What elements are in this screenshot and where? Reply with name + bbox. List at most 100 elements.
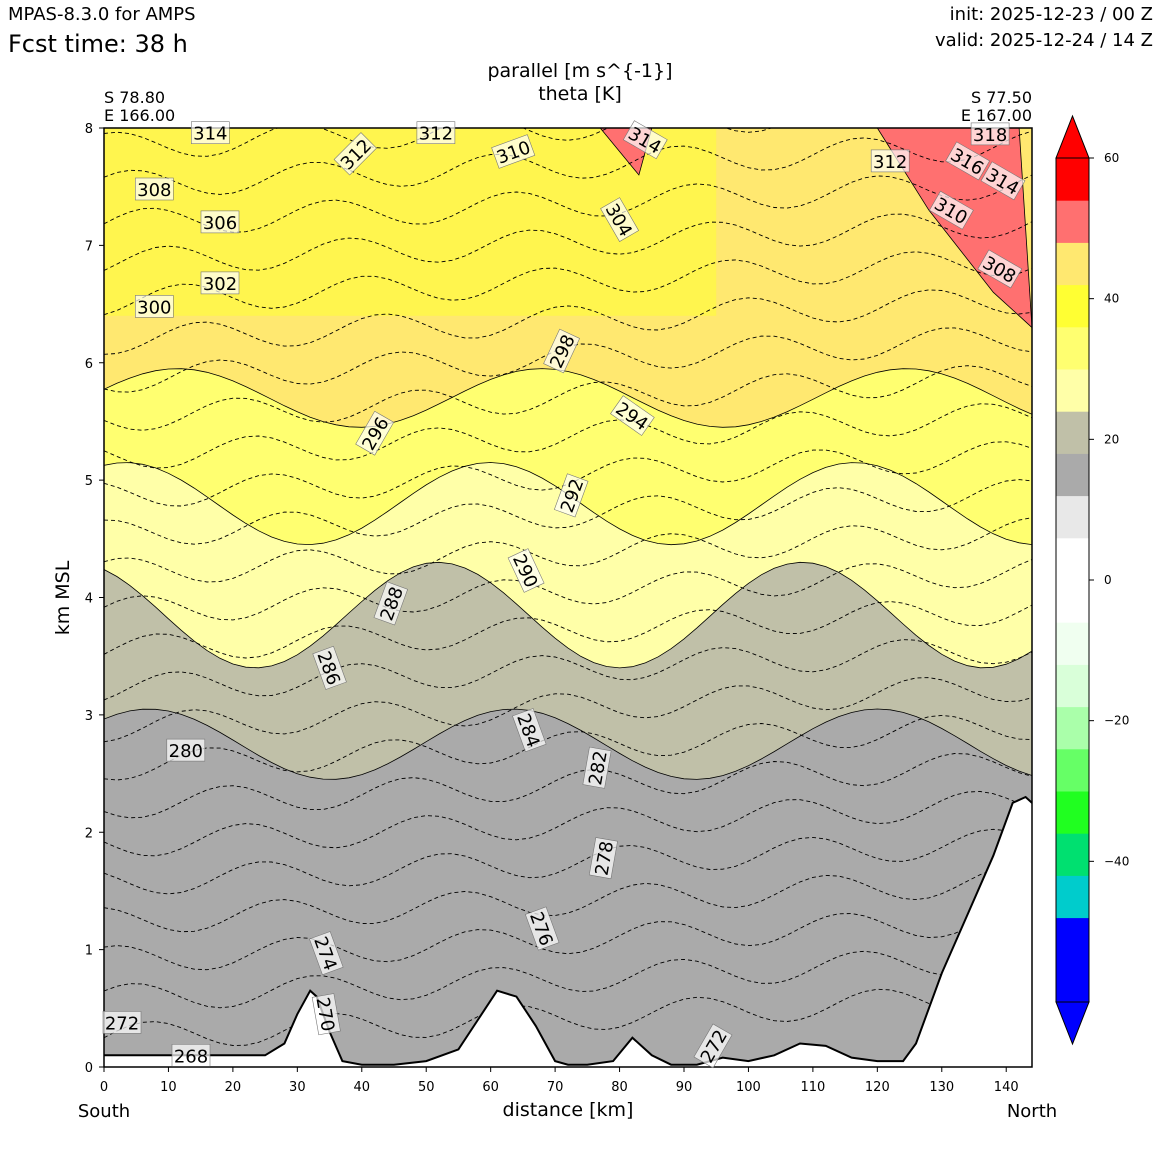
theta-label-text: 312 [873,152,907,173]
colorbar-under-arrow [1055,1001,1090,1046]
theta-label-box [588,837,618,880]
terrain-line [104,795,1032,1066]
theta-label-box [600,197,640,242]
theta-isoline-11 [104,559,1032,621]
theta-label-box [312,645,347,690]
theta-label-300: 300 [135,295,174,318]
colorbar-bin [1056,959,1089,1003]
colorbar-bin [1056,495,1089,539]
colorbar-tick-label: 20 [1104,432,1119,446]
colorbar-tick-label: −20 [1104,714,1129,728]
theta-label-box [355,410,395,456]
theta-label-box [610,395,655,436]
theta-label-text: 312 [419,124,453,145]
theta-label-280: 280 [166,738,206,762]
theta-label-box [977,249,1023,289]
colorbar-tick-label: 40 [1104,292,1119,306]
theta-label-text: 306 [203,213,237,234]
fill-band-3 [104,708,1032,1067]
end-lat: S 77.50 [970,88,1032,107]
theta-label-box [945,141,990,181]
end-lon: E 167.00 [960,106,1032,125]
colorbar-bin [1056,748,1089,792]
colorbar-bin [1056,580,1089,623]
theta-isoline-15 [104,403,1032,469]
theta-label-box [200,210,240,234]
theta-isoline-22 [104,130,1032,195]
x-tick-label: 70 [547,1080,564,1095]
theta-isoline-6 [104,753,1032,819]
theta-isoline-14 [104,441,1032,507]
theta-label-box [929,190,974,230]
theta-label-box [512,708,547,753]
theta-label-box [135,177,174,201]
colorbar-bin [1056,326,1089,370]
colorbar-bin [1056,706,1089,750]
init-time: init: 2025-12-23 / 00 Z [949,4,1153,25]
theta-isoline-0 [104,988,1032,1046]
x-tick-label: 130 [929,1080,954,1095]
y-tick-label: 3 [85,709,93,724]
theta-label-box [333,132,377,176]
theta-label-box [870,149,910,173]
start-point-coords: S 78.80 E 166.00 [104,89,175,125]
start-lon: E 166.00 [104,106,176,125]
model-name: MPAS-8.3.0 for AMPS [8,4,196,25]
colorbar-bin [1056,833,1089,876]
theta-label-text: 318 [973,125,1007,146]
theta-isoline-21 [104,174,1032,233]
colorbar-bin [1056,411,1089,454]
x-tick-label: 40 [354,1080,371,1095]
colorbar-bin [1056,453,1089,497]
theta-label-text: 314 [193,124,227,145]
theta-label-288: 288 [373,581,409,626]
theta-label-box [491,134,536,169]
y-tick-label: 6 [85,357,93,372]
north-end-label: North [1006,1101,1058,1122]
colorbar-bin [1056,622,1089,665]
theta-label-text: 308 [137,180,171,201]
theta-label-278: 278 [588,837,618,880]
theta-label-box [135,295,174,318]
theta-label-box [524,906,560,951]
theta-label-text: 280 [169,741,203,762]
theta-label-box [373,581,409,626]
theta-label-text: 302 [203,274,237,295]
theta-label-box [543,328,580,374]
y-tick-label: 1 [85,944,93,959]
theta-isoline-13 [104,479,1032,545]
y-tick-label: 7 [85,239,93,254]
theta-label-box [622,120,668,160]
theta-label-318: 318 [970,122,1010,146]
theta-label-box [311,993,341,1036]
theta-label-312: 312 [333,132,377,176]
theta-label-box [166,738,206,762]
x-tick-label: 0 [100,1080,108,1095]
colorbar-tick-label: 0 [1104,573,1112,587]
terrain-fill [104,797,1032,1067]
y-tick-label: 0 [85,1061,93,1076]
theta-label-308: 308 [135,177,174,201]
colorbar-bin [1056,369,1089,412]
y-tick-label: 4 [85,592,93,607]
theta-label-302: 302 [200,271,240,295]
theta-label-272: 272 [102,1011,142,1034]
start-lat: S 78.80 [104,88,166,107]
x-tick-label: 50 [418,1080,435,1095]
theta-isoline-16 [104,365,1032,431]
y-axis-label: km MSL [52,560,74,636]
theta-isoline-18 [104,289,1032,355]
theta-label-290: 290 [507,548,545,593]
theta-isoline-8 [104,677,1032,743]
theta-label-box [102,1011,142,1034]
south-end-label: South [77,1101,131,1122]
y-tick-label: 5 [85,474,93,489]
colorbar-bin [1056,791,1089,834]
colorbar-bin [1056,537,1089,581]
y-tick-label: 8 [85,122,93,137]
theta-label-text: 272 [105,1013,139,1034]
x-tick-label: 20 [225,1080,242,1095]
colorbar-bin [1056,242,1089,286]
theta-label-312: 312 [870,149,910,173]
x-tick-label: 100 [736,1080,761,1095]
